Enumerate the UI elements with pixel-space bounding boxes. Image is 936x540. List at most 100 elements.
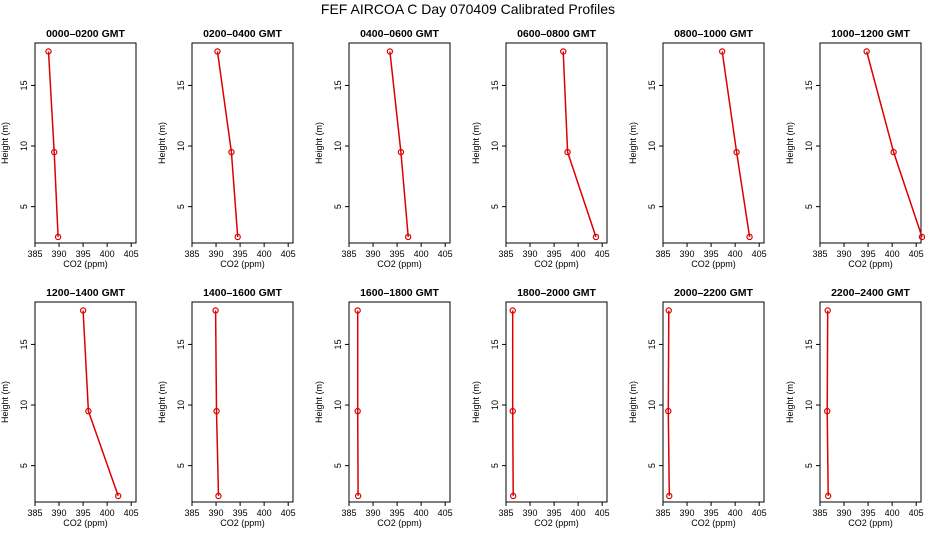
series-line bbox=[216, 51, 239, 237]
y-tick-label: 10 bbox=[176, 400, 186, 410]
y-tick-label: 10 bbox=[19, 141, 29, 151]
y-axis-label: Height (m) bbox=[471, 381, 481, 423]
x-axis-label: CO2 (ppm) bbox=[691, 259, 736, 269]
data-point bbox=[397, 148, 405, 156]
data-point bbox=[386, 48, 394, 55]
x-tick-label: 400 bbox=[728, 249, 743, 259]
y-tick-label: 15 bbox=[804, 339, 814, 349]
y-tick-label: 10 bbox=[333, 141, 343, 151]
panel-title: 0200–0400 GMT bbox=[203, 28, 282, 40]
x-tick-label: 395 bbox=[704, 508, 719, 518]
data-point bbox=[404, 233, 412, 241]
data-point bbox=[510, 492, 517, 500]
y-tick-label: 15 bbox=[490, 339, 500, 349]
x-axis-label: CO2 (ppm) bbox=[63, 259, 108, 269]
x-tick-label: 405 bbox=[595, 249, 610, 259]
y-tick-label: 10 bbox=[647, 400, 657, 410]
x-tick-label: 385 bbox=[341, 508, 356, 518]
y-axis-label: Height (m) bbox=[314, 122, 324, 164]
x-tick-label: 400 bbox=[414, 249, 429, 259]
plot-frame bbox=[348, 301, 451, 503]
plot-frame bbox=[505, 301, 608, 503]
y-tick-label: 10 bbox=[19, 400, 29, 410]
x-tick-label: 405 bbox=[909, 508, 924, 518]
panel-title: 1800–2000 GMT bbox=[517, 287, 596, 299]
x-tick-label: 400 bbox=[257, 508, 272, 518]
x-tick-label: 405 bbox=[281, 249, 296, 259]
plot-frame bbox=[662, 42, 765, 244]
plot-frame bbox=[505, 42, 608, 244]
data-point bbox=[354, 307, 361, 314]
plot-frame bbox=[662, 301, 765, 503]
plot-frame bbox=[819, 301, 922, 503]
y-tick-label: 10 bbox=[333, 400, 343, 410]
series-line bbox=[82, 310, 119, 497]
data-point bbox=[79, 307, 87, 314]
x-tick-label: 390 bbox=[523, 508, 538, 518]
data-point bbox=[51, 148, 58, 156]
panel-9: 1600–1800 GMT 385 390 395 400 405 CO2 (ppm) 5 10… bbox=[314, 287, 453, 528]
y-axis-label: Height (m) bbox=[314, 381, 324, 423]
y-axis-label: Height (m) bbox=[0, 122, 10, 164]
x-tick-label: 390 bbox=[52, 249, 67, 259]
y-tick-label: 10 bbox=[804, 400, 814, 410]
series-line bbox=[667, 310, 671, 496]
x-tick-label: 405 bbox=[909, 249, 924, 259]
data-point bbox=[354, 492, 362, 500]
x-tick-label: 400 bbox=[571, 249, 586, 259]
y-tick-label: 5 bbox=[804, 463, 814, 468]
y-axis-label: Height (m) bbox=[157, 381, 167, 423]
y-tick-label: 5 bbox=[176, 204, 186, 209]
x-tick-label: 385 bbox=[341, 249, 356, 259]
series-line bbox=[214, 310, 220, 496]
y-tick-label: 5 bbox=[804, 204, 814, 209]
x-tick-label: 400 bbox=[728, 508, 743, 518]
y-tick-label: 15 bbox=[490, 80, 500, 90]
x-tick-label: 405 bbox=[752, 508, 767, 518]
x-tick-label: 400 bbox=[885, 508, 900, 518]
x-tick-label: 385 bbox=[498, 508, 513, 518]
y-axis-label: Height (m) bbox=[0, 381, 10, 423]
series-line bbox=[721, 51, 751, 238]
series-line bbox=[562, 51, 597, 238]
y-tick-label: 15 bbox=[19, 80, 29, 90]
x-tick-label: 395 bbox=[547, 508, 562, 518]
y-axis-label: Height (m) bbox=[628, 122, 638, 164]
x-tick-label: 390 bbox=[366, 508, 381, 518]
x-axis-label: CO2 (ppm) bbox=[534, 259, 579, 269]
x-tick-label: 395 bbox=[547, 249, 562, 259]
y-tick-label: 10 bbox=[804, 141, 814, 151]
x-tick-label: 395 bbox=[76, 508, 91, 518]
plot-frame bbox=[191, 42, 294, 244]
data-point bbox=[665, 307, 672, 314]
x-tick-label: 400 bbox=[885, 249, 900, 259]
y-tick-label: 15 bbox=[647, 80, 657, 90]
series-line bbox=[511, 310, 514, 496]
y-axis-label: Height (m) bbox=[785, 381, 795, 423]
plot-frame bbox=[348, 42, 451, 244]
x-tick-label: 390 bbox=[680, 249, 695, 259]
panel-8: 1400–1600 GMT 385 390 395 400 405 CO2 (ppm) 5 10… bbox=[157, 287, 296, 528]
x-axis-label: CO2 (ppm) bbox=[220, 518, 265, 528]
x-tick-label: 390 bbox=[837, 249, 852, 259]
series-line bbox=[826, 310, 829, 496]
panel-title: 2000–2200 GMT bbox=[674, 287, 753, 299]
data-point bbox=[509, 407, 516, 415]
data-point bbox=[234, 233, 241, 241]
y-tick-label: 5 bbox=[490, 463, 500, 468]
data-point bbox=[354, 407, 361, 415]
panel-2: 0200–0400 GMT 385 390 395 400 405 CO2 (ppm) 5 10… bbox=[157, 28, 296, 269]
panel-12: 2200–2400 GMT 385 390 395 400 405 CO2 (ppm) 5 10… bbox=[785, 287, 924, 528]
plot-frame bbox=[191, 301, 294, 503]
data-point bbox=[824, 492, 832, 500]
x-tick-label: 400 bbox=[571, 508, 586, 518]
x-tick-label: 395 bbox=[233, 508, 248, 518]
panel-7: 1200–1400 GMT 385 390 395 400 405 CO2 (ppm) 5 10… bbox=[0, 287, 139, 528]
panel-title: 1200–1400 GMT bbox=[46, 287, 125, 299]
x-axis-label: CO2 (ppm) bbox=[377, 259, 422, 269]
y-tick-label: 15 bbox=[804, 80, 814, 90]
x-tick-label: 385 bbox=[655, 249, 670, 259]
panel-title: 1600–1800 GMT bbox=[360, 287, 439, 299]
data-point bbox=[214, 48, 221, 55]
x-axis-label: CO2 (ppm) bbox=[220, 259, 265, 269]
